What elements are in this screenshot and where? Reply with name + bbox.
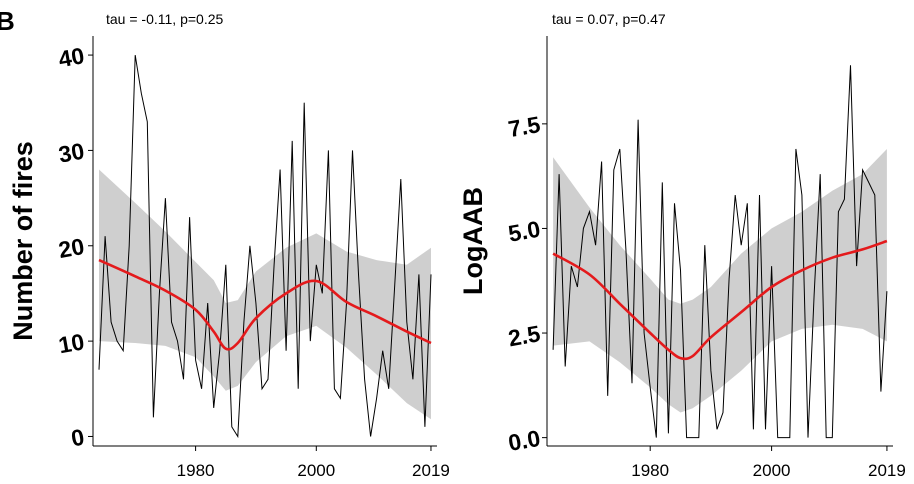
y-tick-label: 0: [69, 424, 86, 452]
trend-line: [552, 239, 888, 361]
x-tick-label: 2019: [868, 461, 906, 479]
chart-title: tau = -0.11, p=0.25: [106, 11, 223, 27]
y-axis-label: LogAAB: [458, 187, 488, 295]
chart-panel-1: 0 10 20 30 40 1980 2000 2019 tau = -0.11, p=0.25…: [8, 11, 450, 480]
y-tick-label: 10: [57, 328, 87, 358]
panel-letter: B: [0, 6, 15, 36]
y-tick-label: 0.0: [506, 425, 542, 456]
y-tick-label: 7.5: [506, 111, 542, 142]
observed-series-line: [552, 65, 888, 439]
x-tick-label: 1980: [177, 461, 215, 479]
chart-panel-2: 0.0 2.5 5.0 7.5 1980 2000 2019 tau = 0.07, p=0.…: [458, 11, 906, 480]
x-tick-label: 2000: [753, 461, 791, 479]
trend-line: [98, 258, 432, 351]
confidence-band: [99, 169, 431, 420]
x-tick-label: 1980: [631, 461, 669, 479]
y-tick-label: 2.5: [506, 320, 542, 351]
x-tick-label: 2019: [412, 461, 450, 479]
y-tick-label: 5.0: [506, 216, 542, 247]
y-tick-label: 30: [57, 138, 87, 168]
x-tick-label: 2000: [297, 461, 335, 479]
observed-series-line: [98, 55, 432, 439]
y-axis-label: Number of fires: [8, 141, 38, 341]
y-tick-label: 40: [57, 42, 87, 72]
chart-title: tau = 0.07, p=0.47: [552, 11, 666, 27]
y-tick-label: 20: [57, 233, 87, 263]
confidence-band: [553, 149, 887, 413]
